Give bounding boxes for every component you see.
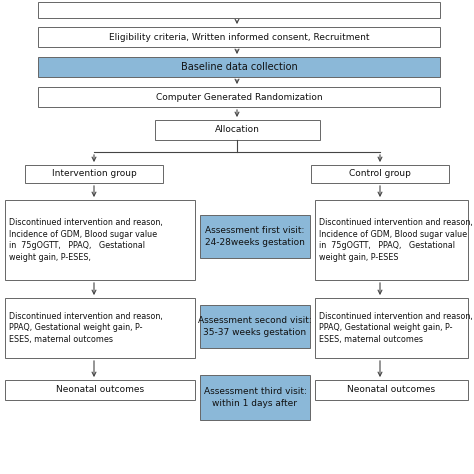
Text: Discontinued intervention and reason,
PPAQ, Gestational weight gain, P-
ESES, ma: Discontinued intervention and reason, PP… (9, 312, 163, 344)
Text: Discontinued intervention and reason,
Incidence of GDM, Blood sugar value
in  75: Discontinued intervention and reason, In… (319, 219, 473, 262)
Text: Allocation: Allocation (215, 126, 260, 135)
Text: Computer Generated Randomization: Computer Generated Randomization (155, 92, 322, 101)
Text: Assessment first visit:
24-28weeks gestation: Assessment first visit: 24-28weeks gesta… (205, 226, 305, 247)
Text: Intervention group: Intervention group (52, 170, 137, 179)
Text: Baseline data collection: Baseline data collection (181, 62, 297, 72)
Text: Assessment second visit:
35-37 weeks gestation: Assessment second visit: 35-37 weeks ges… (198, 316, 312, 337)
Text: Neonatal outcomes: Neonatal outcomes (347, 385, 436, 394)
Text: Control group: Control group (349, 170, 411, 179)
Text: Neonatal outcomes: Neonatal outcomes (56, 385, 144, 394)
Text: Assessment third visit:
within 1 days after: Assessment third visit: within 1 days af… (203, 387, 306, 408)
Text: Discontinued intervention and reason,
Incidence of GDM, Blood sugar value
in  75: Discontinued intervention and reason, In… (9, 219, 163, 262)
Text: Eligibility criteria, Written informed consent, Recruitment: Eligibility criteria, Written informed c… (109, 33, 369, 42)
Text: Discontinued intervention and reason,
PPAQ, Gestational weight gain, P-
ESES, ma: Discontinued intervention and reason, PP… (319, 312, 473, 344)
